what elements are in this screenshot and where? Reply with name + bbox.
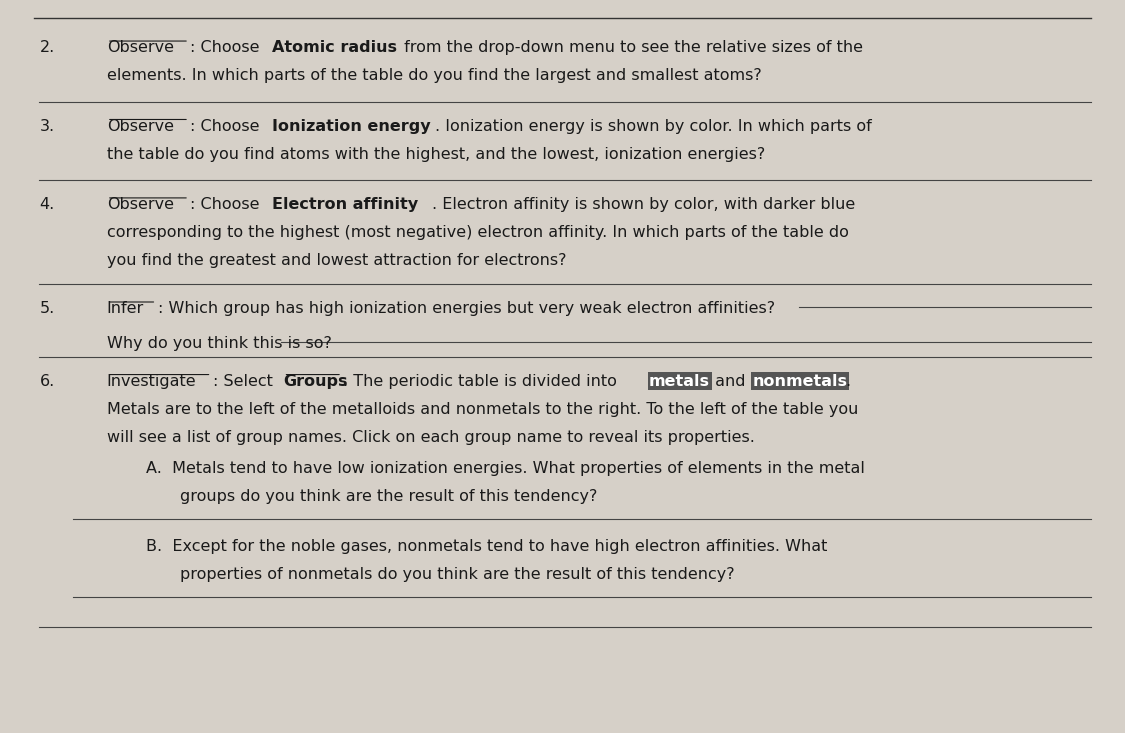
Text: Infer: Infer (107, 301, 144, 316)
Text: . The periodic table is divided into: . The periodic table is divided into (343, 374, 622, 388)
Text: Groups: Groups (284, 374, 348, 388)
Text: Observe: Observe (107, 119, 174, 133)
Text: B.  Except for the noble gases, nonmetals tend to have high electron affinities.: B. Except for the noble gases, nonmetals… (146, 539, 828, 554)
Text: .: . (845, 374, 850, 388)
Text: and: and (710, 374, 750, 388)
Text: Why do you think this is so?: Why do you think this is so? (107, 336, 332, 351)
Text: 6.: 6. (39, 374, 55, 388)
Text: elements. In which parts of the table do you find the largest and smallest atoms: elements. In which parts of the table do… (107, 68, 762, 83)
Text: . Ionization energy is shown by color. In which parts of: . Ionization energy is shown by color. I… (435, 119, 872, 133)
Text: from the drop-down menu to see the relative sizes of the: from the drop-down menu to see the relat… (399, 40, 863, 55)
Text: nonmetals: nonmetals (753, 374, 847, 388)
Text: Observe: Observe (107, 197, 174, 212)
Text: metals: metals (649, 374, 710, 388)
Text: . Electron affinity is shown by color, with darker blue: . Electron affinity is shown by color, w… (432, 197, 855, 212)
Text: properties of nonmetals do you think are the result of this tendency?: properties of nonmetals do you think are… (180, 567, 735, 582)
Text: Observe: Observe (107, 40, 174, 55)
Text: Metals are to the left of the metalloids and nonmetals to the right. To the left: Metals are to the left of the metalloids… (107, 402, 858, 416)
Text: the table do you find atoms with the highest, and the lowest, ionization energie: the table do you find atoms with the hig… (107, 147, 765, 161)
Text: Electron affinity: Electron affinity (272, 197, 418, 212)
Text: you find the greatest and lowest attraction for electrons?: you find the greatest and lowest attract… (107, 253, 566, 268)
Text: groups do you think are the result of this tendency?: groups do you think are the result of th… (180, 489, 597, 504)
Text: Investigate: Investigate (107, 374, 197, 388)
Text: corresponding to the highest (most negative) electron affinity. In which parts o: corresponding to the highest (most negat… (107, 225, 848, 240)
Text: Atomic radius: Atomic radius (272, 40, 397, 55)
Text: Ionization energy: Ionization energy (272, 119, 431, 133)
Text: : Choose: : Choose (190, 119, 264, 133)
Text: A.  Metals tend to have low ionization energies. What properties of elements in : A. Metals tend to have low ionization en… (146, 461, 865, 476)
Text: 2.: 2. (39, 40, 55, 55)
Text: : Which group has high ionization energies but very weak electron affinities?: : Which group has high ionization energi… (158, 301, 775, 316)
Text: : Choose: : Choose (190, 40, 264, 55)
Text: : Select: : Select (213, 374, 278, 388)
Text: 3.: 3. (39, 119, 54, 133)
Text: : Choose: : Choose (190, 197, 264, 212)
Text: 4.: 4. (39, 197, 55, 212)
Text: will see a list of group names. Click on each group name to reveal its propertie: will see a list of group names. Click on… (107, 430, 755, 444)
Text: 5.: 5. (39, 301, 55, 316)
